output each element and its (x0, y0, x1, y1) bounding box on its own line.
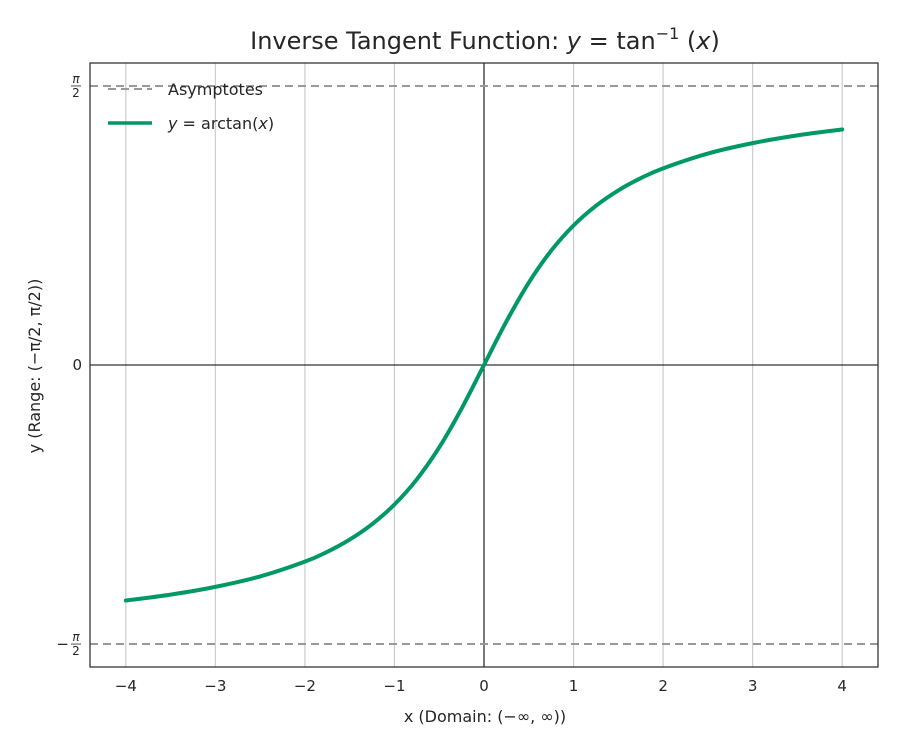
y-axis-label: y (Range: (−π/2, π/2)) (25, 279, 44, 454)
y-tick-label-0: π2 (71, 72, 81, 100)
x-tick-label-1: −3 (204, 677, 226, 695)
y-tick-label-1: 0 (72, 356, 82, 374)
x-tick-label-2: −2 (294, 677, 316, 695)
legend: Asymptotes y = arctan(x) (108, 80, 274, 133)
arctan-series-line (123, 127, 845, 603)
series-layer (123, 127, 845, 603)
x-axis-label: x (Domain: (−∞, ∞)) (404, 707, 566, 726)
x-tick-label-5: 1 (569, 677, 579, 695)
x-tick-label-6: 2 (658, 677, 668, 695)
plot-frame (89, 62, 879, 668)
y-tick-sign: − (56, 635, 69, 653)
x-tick-label-8: 4 (837, 677, 847, 695)
x-tick-label-4: 0 (479, 677, 489, 695)
legend-asymptote-label: Asymptotes (168, 80, 263, 99)
legend-arctan-label: y = arctan(x) (167, 114, 274, 133)
y-tick-label-2: π2− (56, 630, 81, 658)
y-tick-numerator: π (72, 72, 80, 86)
asymptote-lines (90, 84, 878, 646)
y-tick-denominator: 2 (72, 644, 80, 658)
x-tick-label-3: −1 (383, 677, 405, 695)
y-tick-denominator: 2 (72, 86, 80, 100)
x-tick-label-7: 3 (748, 677, 758, 695)
x-tick-label-0: −4 (115, 677, 137, 695)
y-tick-numerator: π (72, 630, 80, 644)
chart-title: Inverse Tangent Function: y = tan−1 (x) (250, 24, 720, 55)
